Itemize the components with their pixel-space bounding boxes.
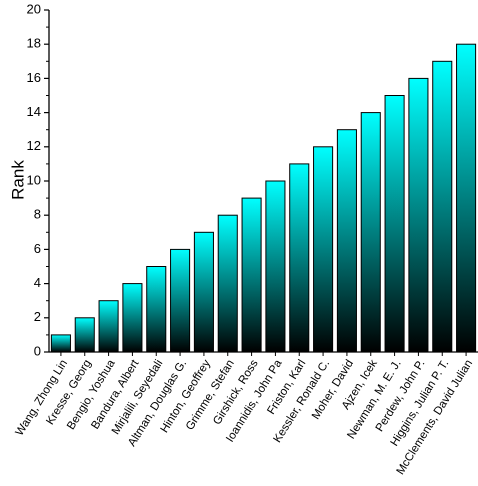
y-tick-label: 10 (27, 172, 41, 187)
bar-11 (289, 163, 310, 353)
bar-6 (170, 248, 191, 353)
bar-8 (217, 214, 238, 353)
y-tick-label: 18 (27, 36, 41, 51)
y-tick-label: 14 (27, 104, 41, 119)
bar-9 (241, 197, 262, 353)
y-tick-label: 8 (34, 207, 41, 222)
bar-15 (384, 95, 405, 353)
y-tick-label: 20 (27, 1, 41, 16)
bar-10 (265, 180, 286, 353)
bar-1 (50, 334, 71, 353)
bar-2 (74, 317, 95, 353)
bars-group (50, 43, 477, 353)
bar-13 (336, 129, 357, 353)
y-axis-title: Rank (8, 160, 27, 200)
bar-7 (193, 231, 214, 353)
y-tick-label: 0 (34, 343, 41, 358)
y-ticks-group: 0 2 4 6 8 10 12 14 16 18 20 (27, 1, 49, 358)
bar-18 (456, 43, 477, 353)
bar-4 (122, 283, 143, 353)
bar-14 (360, 112, 381, 353)
bar-17 (432, 60, 453, 353)
y-tick-label: 6 (34, 241, 41, 256)
bar-12 (313, 146, 334, 353)
y-tick-label: 16 (27, 70, 41, 85)
bar-3 (98, 300, 119, 353)
bar-5 (146, 266, 167, 353)
bar-16 (408, 77, 429, 353)
y-tick-label: 12 (27, 138, 41, 153)
y-tick-label: 2 (34, 309, 41, 324)
y-tick-label: 4 (34, 275, 41, 290)
